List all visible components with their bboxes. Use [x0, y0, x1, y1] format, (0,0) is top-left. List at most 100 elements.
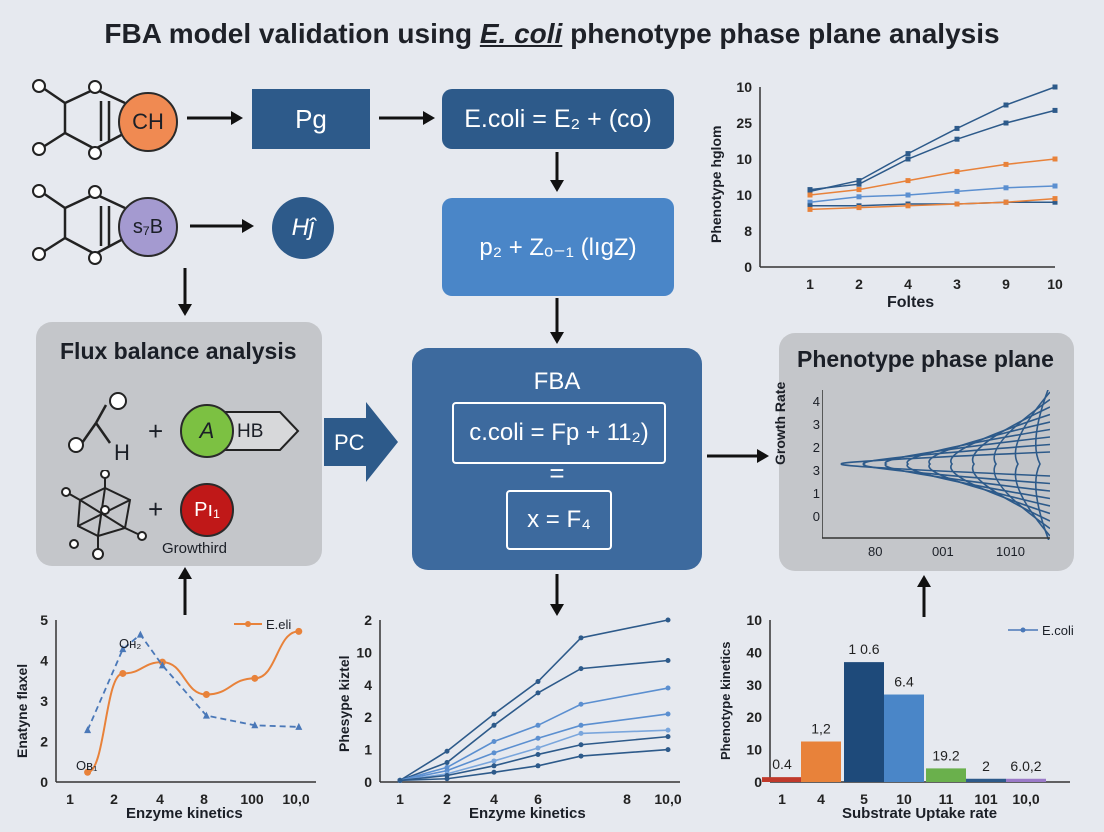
chart4-bar-label: 19.2: [932, 747, 959, 763]
chart1-point: [856, 187, 862, 193]
ecoli-equation-box: E.coli = E₂ + (co): [442, 89, 674, 149]
chart1-xtick: 3: [953, 276, 961, 292]
chart1-point: [1052, 156, 1058, 162]
chart2-point: [295, 627, 303, 635]
h-label: H: [114, 440, 130, 465]
chart4-bar: [801, 741, 841, 782]
chart3-point: [397, 777, 403, 783]
chart2-ytick: 2: [40, 734, 48, 750]
chart3-xtick: 4: [490, 791, 498, 807]
chart1-xtick: 10: [1047, 276, 1063, 292]
chart1-point: [1003, 102, 1009, 108]
pc-arrow-icon: [324, 402, 398, 482]
phase-plane-curve: [1035, 390, 1050, 540]
chart3-point: [665, 734, 671, 740]
chart4-xtick: 10,0: [1012, 791, 1039, 807]
flux-panel-title: Flux balance analysis: [60, 338, 297, 364]
phase-plane-curves: [822, 390, 1050, 540]
chart1-point: [954, 169, 960, 175]
chart3-xtick: 8: [623, 791, 631, 807]
pg-box: Pg: [252, 89, 370, 149]
chart1-point: [905, 192, 911, 198]
chart4-bar-label: 1,2: [811, 721, 831, 737]
chart2-ytick: 4: [40, 653, 48, 669]
chart3-series-line: [399, 687, 669, 782]
chart4-bar: [966, 778, 1006, 782]
chart1-ytick: 10: [736, 187, 752, 203]
chart1-point: [807, 199, 813, 205]
chart3-point: [665, 658, 671, 663]
chart4-xtick: 4: [817, 791, 825, 807]
chart2-ytick: 5: [40, 612, 48, 628]
chart1-point: [1003, 120, 1009, 126]
chart3-ytick: 1: [364, 742, 372, 758]
chart4-ytick: 40: [746, 644, 762, 660]
chart1-point: [1052, 107, 1058, 113]
chart3-ytick: 10: [356, 644, 372, 660]
chart4-ytick: 30: [746, 677, 762, 693]
chart2-point: [84, 768, 92, 776]
arrow-right-icon: [379, 111, 435, 125]
chart2-point: [158, 661, 166, 669]
chart2-legend-label: E.eli: [266, 617, 292, 632]
ch-circle: CH: [118, 92, 178, 152]
chart2-xtick: 2: [110, 791, 118, 807]
p2-equation-box: p₂ + Zₒ₋₁ (lıgZ): [442, 198, 674, 296]
chart2-legend-marker: [245, 621, 251, 627]
chart1-series-line: [809, 109, 1056, 191]
chart3-series-line: [399, 735, 669, 782]
chart3-series-line: [399, 748, 669, 782]
chart2-point: [202, 711, 210, 719]
complex-molecule-icon: [61, 470, 147, 560]
chart3-ytick: 0: [364, 774, 372, 790]
chart3-point: [665, 747, 671, 753]
chart2-point: [84, 726, 92, 734]
chart3-point: [665, 727, 671, 733]
chart4-xlabel: Substrate Uptake rate: [842, 805, 998, 822]
chart4-xtick: 11: [939, 791, 954, 807]
chart1-point: [1052, 84, 1058, 90]
chart2-xlabel: Enzyme kinetics: [126, 805, 243, 822]
chart3-point: [535, 763, 541, 769]
chart2-ytick: 0: [40, 774, 48, 790]
chart4-xtick: 101: [974, 791, 998, 807]
chart1-xlabel: Foltes: [887, 294, 935, 311]
phase-plane-curve: [993, 398, 1050, 530]
chart2-xtick: 10,0: [282, 791, 309, 807]
page-title: FBA model validation using E. coli pheno…: [104, 18, 1000, 49]
phase-plane-xtick: 001: [932, 544, 954, 559]
a-circle: A: [180, 404, 234, 458]
chart1-point: [954, 188, 960, 194]
chart4-ytick: 20: [746, 709, 762, 725]
fba-equation-2: x = F₄: [506, 490, 612, 550]
chart1-series-line: [809, 197, 1056, 211]
small-molecule-icon: [68, 392, 127, 453]
chart2-point: [251, 721, 259, 729]
chart1-point: [905, 178, 911, 184]
chart3-point: [444, 748, 450, 754]
phase-plane-curve: [950, 413, 1050, 515]
chart2-xtick: 100: [240, 791, 264, 807]
chart1-series-line: [809, 185, 1056, 203]
phase-plane-panel: [779, 333, 1074, 571]
phase-plane-curve: [906, 428, 1050, 500]
chart3-xtick: 2: [443, 791, 451, 807]
arrow-right-icon: [707, 449, 769, 463]
chart1-point: [807, 187, 813, 193]
chart3-point: [535, 679, 541, 685]
s7b-circle: s₇B: [118, 197, 178, 257]
chart3-point: [578, 635, 584, 641]
molecule-2-icon: [32, 184, 126, 265]
chart1-xtick: 4: [904, 276, 912, 292]
pc-label: PC: [334, 430, 365, 455]
chart3-ytick: 2: [364, 612, 372, 628]
phase-plane-title: Phenotype phase plane: [797, 346, 1054, 372]
chart2-point: [119, 669, 127, 677]
chart2-ylabel: Enatyne flaxel: [14, 663, 30, 758]
chart1-point: [1003, 199, 1009, 205]
fba-panel: [412, 348, 702, 570]
chart3-xtick: 6: [534, 791, 542, 807]
chart4-ytick: 10: [746, 612, 762, 628]
chart2-xtick: 4: [156, 791, 164, 807]
